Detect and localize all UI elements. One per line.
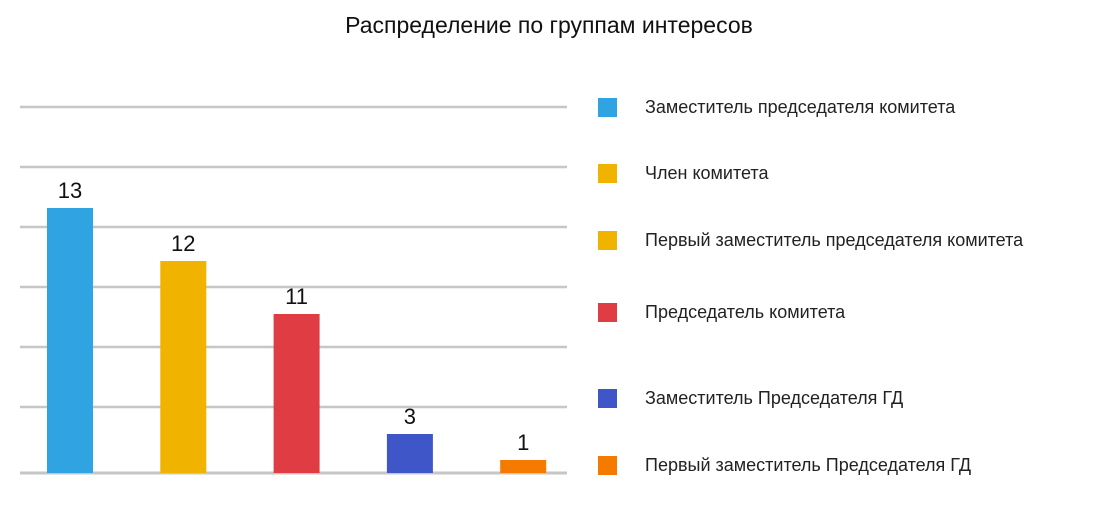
legend-item: Заместитель председателя комитета xyxy=(598,97,955,117)
legend-item: Первый заместитель председателя комитета xyxy=(598,230,1023,250)
data-label: 1 xyxy=(517,430,529,455)
data-label: 13 xyxy=(58,178,82,203)
legend-swatch xyxy=(598,97,617,117)
legend-item: Заместитель Председателя ГД xyxy=(598,388,903,408)
legend-item: Член комитета xyxy=(598,163,768,183)
legend-swatch xyxy=(598,388,617,408)
legend-swatch xyxy=(598,302,617,322)
data-label: 12 xyxy=(171,231,195,256)
bar xyxy=(47,208,93,473)
legend-label: Заместитель Председателя ГД xyxy=(645,387,904,408)
data-label: 11 xyxy=(285,284,308,309)
bar xyxy=(386,434,433,473)
bar xyxy=(500,460,547,473)
legend-label: Первый заместитель председателя комитета xyxy=(645,229,1024,250)
legend-swatch xyxy=(598,230,617,250)
legend-label: Первый заместитель Председателя ГД xyxy=(645,454,972,475)
legend-item: Первый заместитель Председателя ГД xyxy=(598,455,971,475)
plot-area: 13 12 11 3 1 xyxy=(20,105,567,475)
bar xyxy=(160,261,207,473)
legend-label: Председатель комитета xyxy=(645,301,846,322)
legend-item: Председатель комитета xyxy=(598,302,845,322)
legend-label: Член комитета xyxy=(645,162,769,183)
legend-label: Заместитель председателя комитета xyxy=(645,96,956,117)
bar xyxy=(273,314,320,473)
chart-title: Распределение по группам интересов xyxy=(345,12,753,38)
legend-swatch xyxy=(598,163,617,183)
legend-swatch xyxy=(598,455,617,475)
data-label: 3 xyxy=(404,404,416,429)
